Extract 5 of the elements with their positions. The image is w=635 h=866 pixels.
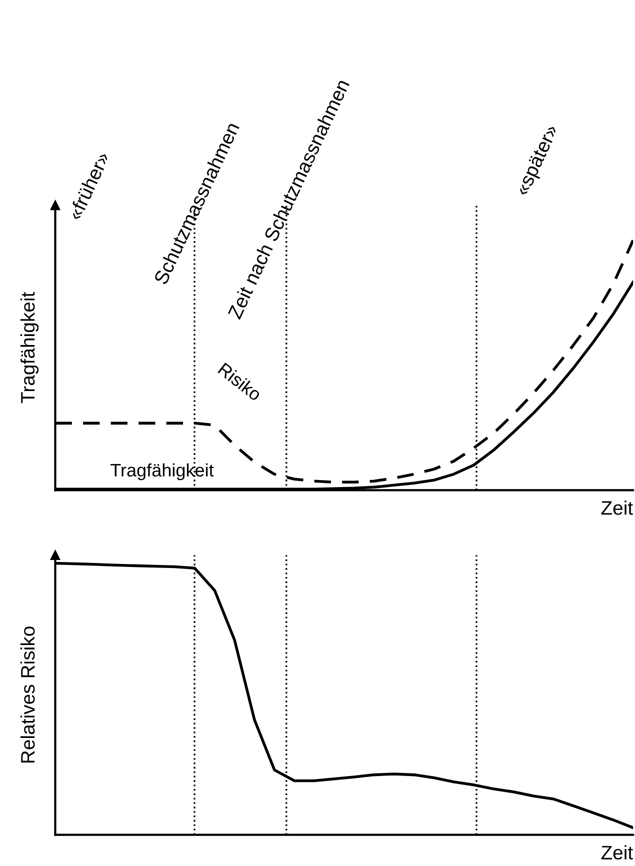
x-axis-title: Zeit — [601, 845, 633, 860]
y-axis-title: Relatives Risiko — [20, 626, 35, 763]
x-axis-title: Zeit — [601, 500, 633, 515]
y-axis-title: Tragfähigkeit — [20, 292, 39, 404]
series-label: Tragfähigkeit — [110, 463, 214, 480]
